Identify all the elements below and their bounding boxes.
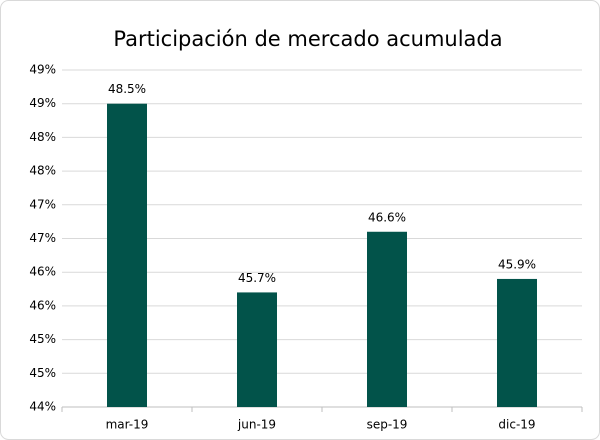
bar xyxy=(107,103,147,407)
x-tick-label: jun-19 xyxy=(237,418,276,432)
y-tick-label: 48% xyxy=(29,164,56,178)
y-tick-label: 49% xyxy=(29,63,56,77)
y-tick-label: 47% xyxy=(29,197,56,211)
data-label: 48.5% xyxy=(108,82,146,96)
y-tick-label: 45% xyxy=(29,332,56,346)
data-label: 45.9% xyxy=(498,257,536,271)
bar xyxy=(237,292,277,407)
x-tick-label: mar-19 xyxy=(106,418,149,432)
bar xyxy=(497,278,537,407)
y-tick-label: 45% xyxy=(29,366,56,380)
data-label: 45.7% xyxy=(238,271,276,285)
y-tick-label: 48% xyxy=(29,130,56,144)
x-tick-label: sep-19 xyxy=(367,418,408,432)
y-tick-label: 44% xyxy=(29,400,56,414)
y-tick-label: 46% xyxy=(29,298,56,312)
x-tick-label: dic-19 xyxy=(498,418,535,432)
y-tick-label: 46% xyxy=(29,265,56,279)
chart-title: Participación de mercado acumulada xyxy=(113,27,502,51)
data-label: 46.6% xyxy=(368,210,406,224)
y-tick-label: 47% xyxy=(29,231,56,245)
y-tick-label: 49% xyxy=(29,96,56,110)
bar xyxy=(367,231,407,407)
